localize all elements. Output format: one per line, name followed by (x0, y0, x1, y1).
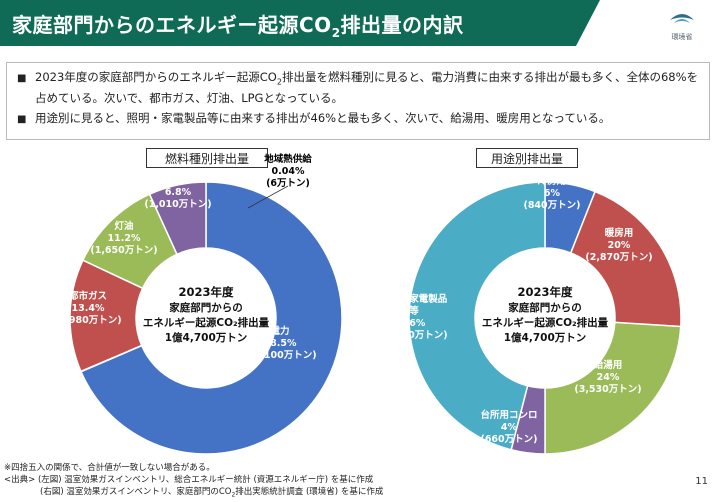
title-band (0, 0, 600, 46)
chart0-center-label-line: 2023年度 (178, 285, 234, 299)
chart1-center-label-line: 家庭部門からの (508, 301, 582, 314)
chart1-slice-1 (569, 190, 682, 328)
chart0-slice-4 (148, 181, 207, 256)
ministry-logo: 環境省 (660, 6, 704, 42)
summary-bullet-fuel: ■ 2023年度の家庭部門からのエネルギー起源CO2排出量を燃料種別に見ると、電… (17, 69, 699, 107)
chart1-slice-label-1: 暖房用 (605, 227, 634, 239)
footnote-source-right-sub: 2 (231, 491, 236, 499)
chart0-center-label-line: 1億4,700万トン (165, 331, 248, 344)
chart1-slice-4 (408, 181, 546, 451)
header: 家庭部門からのエネルギー起源CO2排出量の内訳 環境省 (0, 0, 718, 46)
chart1-slice-label-4: (6,830万トン) (380, 330, 447, 341)
chart1-slice-label-3: 台所用コンロ (480, 409, 537, 421)
ministry-logo-icon (670, 14, 694, 23)
chart1-slice-label-2: 給湯用 (594, 359, 623, 371)
footnote-rounding: ※四捨五入の関係で、合計値が一致しない場合がある。 (4, 463, 215, 473)
chart0-slice-label-0: (1億100万トン) (243, 349, 316, 361)
chart1-slice-label-3: 4% (501, 422, 518, 433)
summary-text-fuel-b: 排出量を燃料種別に見ると、電力消費に由来する排出が最も多く、全体の68%を占めて… (35, 70, 699, 106)
chart1-slice-label-4: 照明・家電製品 (381, 293, 448, 305)
charts-area: 燃料種別排出量 用途別排出量 2023年度 家庭部門からの エネルギー起源CO₂排出… (0, 140, 718, 470)
summary-bullet-usage: ■ 用途別に見ると、照明・家電製品等に由来する排出が46%と最も多く、次いで、給… (17, 110, 699, 128)
chart1-slice-label-3: (660万トン) (480, 434, 537, 445)
chart1-slice-label-2: (3,530万トン) (574, 384, 641, 395)
chart0-slice-label-3: 灯油 (114, 220, 133, 232)
chart-title-usage: 用途別排出量 (476, 148, 578, 168)
page-title-rest: 排出量の内訳 (340, 13, 464, 37)
page-title-main: 家庭部門からのエネルギー起源CO (12, 13, 332, 37)
chart0-slice-label-2: 13.4% (72, 303, 105, 314)
chart0-center-label-line: エネルギー起源CO₂排出量 (143, 316, 270, 329)
chart1-slice-label-0: 冷房用 (538, 175, 567, 187)
bullet-square-icon: ■ (17, 114, 27, 126)
chart1-slice-label-0: 6% (544, 188, 561, 199)
chart1-slice-label-4: 等 (408, 305, 419, 317)
page-number: 11 (695, 476, 708, 487)
chart0-slice-label-0: 電力 (270, 325, 289, 337)
bullet-square-icon: ■ (17, 73, 27, 84)
footnote-source-right-b: 排出実態統計調査 (環境省) を基に作成 (235, 487, 384, 497)
chart0-center-label-line: 家庭部門からの (169, 301, 243, 314)
chart0-slice-label-3: (1,650万トン) (90, 245, 157, 256)
chart1-slice-label-1: (2,870万トン) (585, 252, 652, 263)
chart1-center-label-line: エネルギー起源CO₂排出量 (482, 316, 609, 329)
chart0-slice-label-1: (6万トン) (266, 178, 310, 189)
footnote-source-right: (右図) 温室効果ガスインベントリ、家庭部門のCO2排出実態統計調査 (環境省)… (4, 486, 624, 502)
summary-text-fuel-a: 2023年度の家庭部門からのエネルギー起源CO (35, 70, 277, 84)
chart0-slice-label-2: (1,980万トン) (54, 315, 121, 326)
page-title: 家庭部門からのエネルギー起源CO2排出量の内訳 (12, 9, 464, 40)
chart0-slice-label-2: 都市ガス (68, 290, 107, 302)
chart1-center-label-line: 1億4,700万トン (504, 331, 587, 344)
chart1-slice-label-4: 46% (403, 318, 426, 329)
ministry-logo-text: 環境省 (671, 33, 693, 41)
chart1-slice-label-1: 20% (608, 240, 631, 251)
chart-title-fuel: 燃料種別排出量 (146, 148, 268, 168)
chart1-slice-label-0: (840万トン) (523, 200, 580, 211)
summary-text-usage: 用途別に見ると、照明・家電製品等に由来する排出が46%と最も多く、次いで、給湯用… (35, 111, 611, 126)
chart1-center-label-line: 2023年度 (517, 285, 573, 299)
chart1-slice-2 (544, 321, 682, 455)
footnotes: ※四捨五入の関係で、合計値が一致しない場合がある。 <出典> (左図) 温室効果… (4, 462, 624, 502)
footnote-source-left: <出典> (左図) 温室効果ガスインベントリ、総合エネルギー統計 (資源エネルギ… (4, 475, 374, 485)
chart0-slice-label-4: LPG (168, 175, 189, 186)
footnote-source-right-a: (右図) 温室効果ガスインベントリ、家庭部門のCO (40, 487, 232, 497)
chart0-slice-0 (80, 181, 343, 455)
summary-text-fuel: 2023年度の家庭部門からのエネルギー起源CO2排出量を燃料種別に見ると、電力消… (35, 69, 699, 107)
donut-charts: 2023年度家庭部門からのエネルギー起源CO₂排出量1億4,700万トン電力68… (54, 153, 682, 455)
chart0-slice-label-1: 地域熱供給 (264, 153, 312, 165)
summary-text-fuel-sub: 2 (276, 77, 282, 87)
chart0-slice-label-4: (1,010万トン) (144, 199, 211, 210)
summary-box: ■ 2023年度の家庭部門からのエネルギー起源CO2排出量を燃料種別に見ると、電… (6, 62, 710, 140)
chart0-slice-label-4: 6.8% (165, 187, 192, 198)
chart0-slice-label-3: 11.2% (108, 233, 141, 244)
chart0-leader-line (247, 185, 289, 209)
chart0-slice-label-0: 68.5% (264, 338, 297, 349)
page-title-subscript: 2 (331, 26, 341, 40)
chart1-slice-label-2: 24% (597, 372, 620, 383)
chart0-slice-label-1: 0.04% (272, 166, 305, 177)
